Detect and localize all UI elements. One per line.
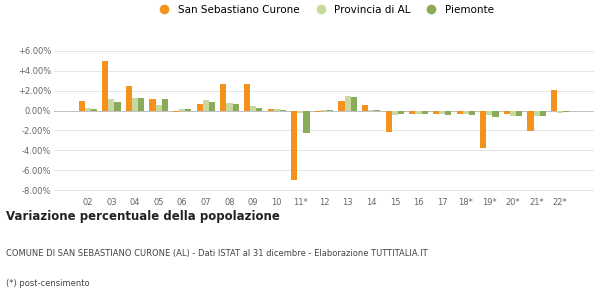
- Bar: [551, 90, 557, 110]
- Bar: [291, 110, 298, 180]
- Bar: [457, 110, 463, 113]
- Bar: [344, 96, 350, 110]
- Bar: [162, 99, 168, 110]
- Bar: [563, 110, 569, 112]
- Bar: [422, 110, 428, 113]
- Bar: [433, 110, 439, 113]
- Bar: [486, 110, 493, 115]
- Legend: San Sebastiano Curone, Provincia di AL, Piemonte: San Sebastiano Curone, Provincia di AL, …: [150, 1, 498, 19]
- Text: (*) post-censimento: (*) post-censimento: [6, 279, 89, 288]
- Bar: [149, 99, 155, 110]
- Bar: [274, 109, 280, 110]
- Text: COMUNE DI SAN SEBASTIANO CURONE (AL) - Dati ISTAT al 31 dicembre - Elaborazione : COMUNE DI SAN SEBASTIANO CURONE (AL) - D…: [6, 249, 428, 258]
- Bar: [220, 84, 226, 110]
- Bar: [480, 110, 486, 148]
- Bar: [539, 110, 546, 116]
- Bar: [409, 110, 415, 113]
- Bar: [256, 108, 262, 110]
- Bar: [463, 110, 469, 113]
- Bar: [338, 100, 344, 110]
- Bar: [85, 108, 91, 110]
- Text: Variazione percentuale della popolazione: Variazione percentuale della popolazione: [6, 210, 280, 223]
- Bar: [185, 109, 191, 110]
- Bar: [173, 110, 179, 112]
- Bar: [527, 110, 533, 131]
- Bar: [439, 110, 445, 113]
- Bar: [362, 105, 368, 110]
- Bar: [79, 100, 85, 110]
- Bar: [209, 102, 215, 110]
- Bar: [250, 106, 256, 110]
- Bar: [132, 98, 138, 110]
- Bar: [115, 102, 121, 110]
- Bar: [233, 103, 239, 110]
- Bar: [510, 110, 516, 116]
- Bar: [350, 97, 357, 110]
- Bar: [244, 84, 250, 110]
- Bar: [226, 103, 233, 110]
- Bar: [138, 98, 144, 110]
- Bar: [268, 109, 274, 110]
- Bar: [386, 110, 392, 132]
- Bar: [445, 110, 451, 115]
- Bar: [203, 100, 209, 110]
- Bar: [415, 110, 422, 113]
- Bar: [102, 61, 109, 110]
- Bar: [298, 110, 304, 112]
- Bar: [179, 109, 185, 110]
- Bar: [155, 105, 162, 110]
- Bar: [469, 110, 475, 115]
- Bar: [197, 103, 203, 110]
- Bar: [557, 110, 563, 112]
- Bar: [392, 110, 398, 115]
- Bar: [504, 110, 510, 113]
- Bar: [398, 110, 404, 113]
- Bar: [315, 110, 321, 112]
- Bar: [109, 99, 115, 110]
- Bar: [126, 86, 132, 110]
- Bar: [493, 110, 499, 116]
- Bar: [304, 110, 310, 134]
- Bar: [91, 109, 97, 110]
- Bar: [533, 110, 539, 116]
- Bar: [516, 110, 522, 116]
